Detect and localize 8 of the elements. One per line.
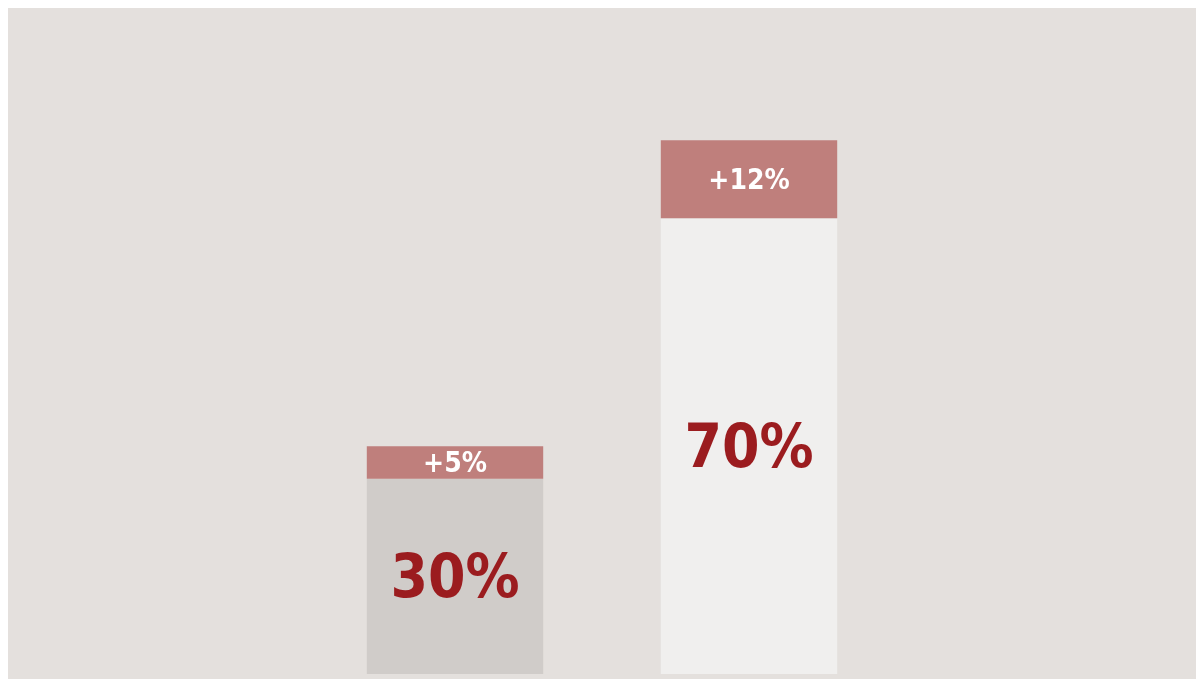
data-label: +5%	[423, 445, 487, 479]
bar	[660, 218, 838, 674]
bar	[366, 446, 544, 479]
data-label: 30%	[390, 541, 520, 612]
bar	[366, 478, 544, 674]
data-label: 70%	[684, 411, 814, 482]
bar	[660, 140, 838, 219]
data-label: +12%	[708, 162, 790, 196]
